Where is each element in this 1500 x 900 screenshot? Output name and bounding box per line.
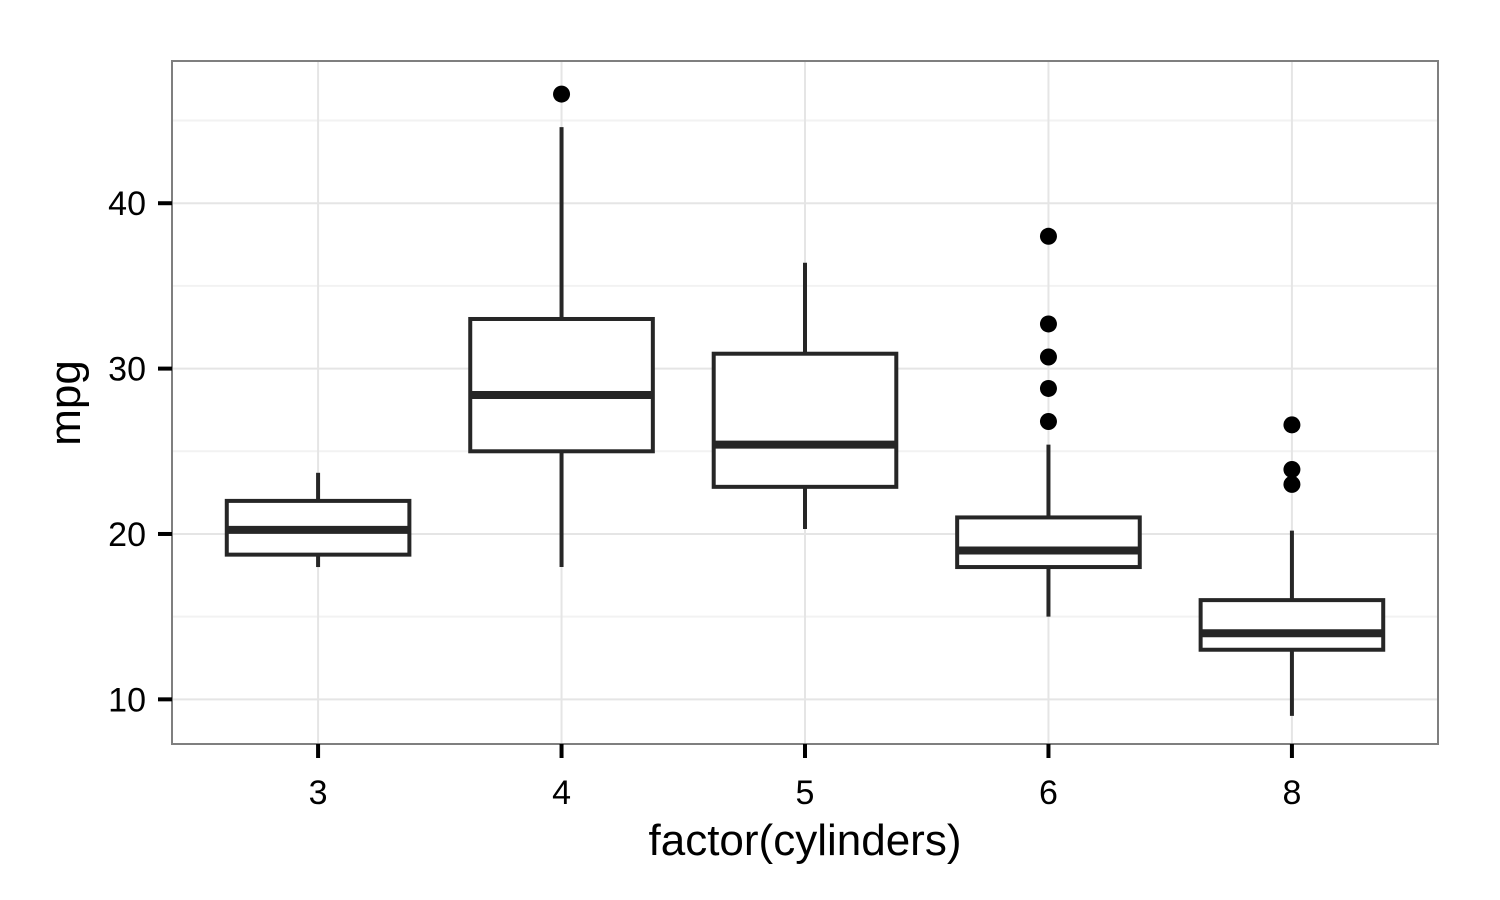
outlier-point: [1039, 348, 1057, 366]
outlier-point: [1039, 227, 1057, 245]
x-tick-label: 6: [1039, 774, 1058, 812]
box-iqr: [468, 316, 655, 454]
outlier-point: [1283, 460, 1301, 478]
outlier-point: [1283, 475, 1301, 493]
box-iqr: [1198, 598, 1386, 652]
outlier-point: [1039, 315, 1057, 333]
box-group-4: [468, 85, 655, 568]
box-group-3: [224, 472, 412, 568]
x-tick-label: 8: [1282, 774, 1301, 812]
x-tick-label: 3: [309, 774, 328, 812]
box-iqr: [711, 351, 899, 489]
box-group-6: [955, 227, 1142, 617]
x-axis-title: factor(cylinders): [649, 816, 962, 865]
y-tick-label: 20: [108, 516, 146, 554]
x-tick-label: 5: [796, 774, 815, 812]
outlier-point: [553, 85, 571, 103]
outlier-point: [1283, 416, 1301, 434]
y-tick-label: 10: [108, 681, 146, 719]
y-tick-label: 40: [108, 185, 146, 223]
x-tick-label: 4: [552, 774, 571, 812]
y-tick-label: 30: [108, 351, 146, 389]
outlier-point: [1039, 413, 1057, 431]
axes: 10 20 30 40 3 4 5 6 8: [108, 185, 1301, 812]
box-iqr: [955, 515, 1142, 570]
y-axis-title: mpg: [41, 360, 90, 446]
box-group-5: [711, 262, 899, 530]
box-group-8: [1198, 416, 1386, 716]
outlier-point: [1039, 379, 1057, 397]
boxes: [224, 85, 1386, 716]
